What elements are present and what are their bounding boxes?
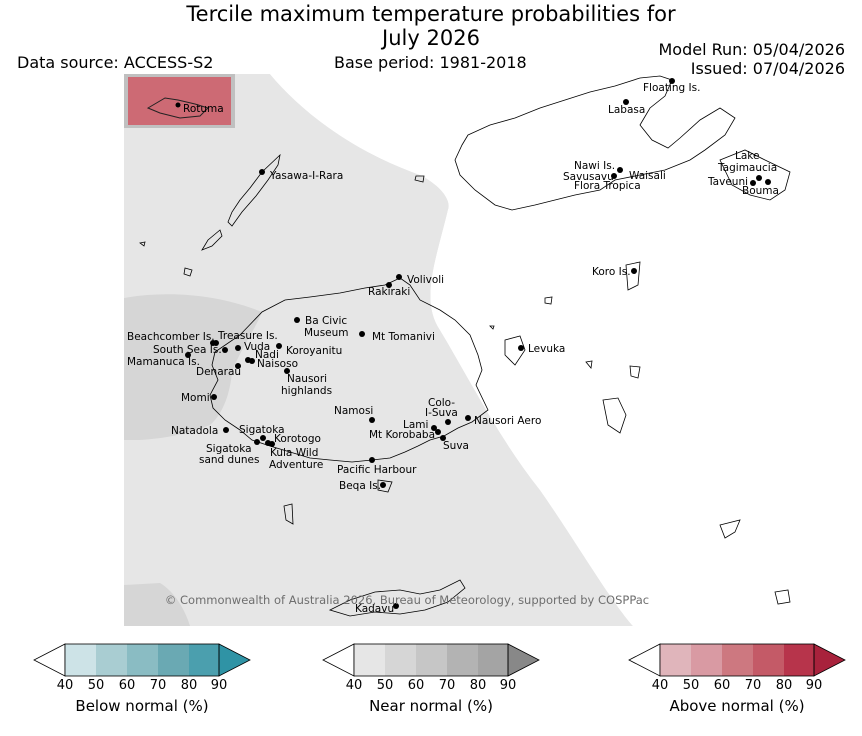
tick-label: 80 [181,678,198,693]
place-label: Sigatoka [239,424,285,436]
place-label: Momi [181,392,210,404]
tick-label: 60 [408,678,425,693]
place-labels: Floating Is. Labasa Yasawa-I-Rara Nawi I… [127,82,779,615]
place-label: Sigatoka [206,443,252,455]
colorbar-label: Near normal (%) [369,697,493,715]
issued-date: Issued: 07/04/2026 [690,59,845,78]
place-markers [185,78,771,609]
colorbar-label: Above normal (%) [669,697,804,715]
place-label: Vuda [244,341,270,353]
rotuma-inset: Rotuma [124,74,235,128]
place-label: Beachcomber Is. [127,331,215,343]
place-label: Bouma [742,185,779,197]
map-shading [124,74,633,626]
place-label: Mamanuca Is. [127,356,200,368]
place-label: Floating Is. [643,82,700,94]
tick-label: 70 [439,678,456,693]
colorbar-above: 40 50 60 70 80 90 Above normal (%) [628,643,846,715]
tick-label: 70 [745,678,762,693]
place-label: Nausori Aero [474,415,541,427]
tick-label: 50 [377,678,394,693]
place-label: Levuka [528,343,565,355]
place-label: Kula Wild [270,447,318,459]
place-label: Flora Tropica [574,180,641,192]
tick-label: 70 [150,678,167,693]
tick-label: 40 [652,678,669,693]
place-label: Tagimaucia [717,162,777,174]
place-label: Koro Is. [592,266,631,278]
colorbar-label: Below normal (%) [75,697,208,715]
place-label: Korotogo [274,433,321,445]
tick-label: 60 [714,678,731,693]
place-label: Ba Civic [305,315,347,327]
place-label: Lami [403,419,428,431]
place-label: Nausori [287,373,327,385]
place-label: Lake [735,150,759,162]
place-label: Mt Tomanivi [372,331,435,343]
place-label: Nadi [255,349,279,361]
place-label: Namosi [334,405,373,417]
place-label: Naisoso [257,358,298,370]
place-label: Colo- [428,397,455,409]
tick-label: 80 [776,678,793,693]
place-label: Yasawa-I-Rara [269,170,343,182]
tick-label: 40 [346,678,363,693]
place-label: Denarau [196,366,241,378]
place-label: Museum [304,327,349,339]
place-label: Treasure Is. [217,330,278,342]
tick-label: 50 [88,678,105,693]
copyright-notice: © Commonwealth of Australia 2026, Bureau… [165,593,649,607]
place-label: Beqa Is. [339,480,381,492]
place-label: Mt Korobaba [369,429,435,441]
place-label: Taveuni [707,176,748,188]
colorbar-below: 40 50 60 70 80 90 Below normal (%) [33,643,251,715]
model-run: Model Run: 05/04/2026 [658,40,846,59]
place-label: highlands [281,385,332,397]
place-label: Adventure [269,459,323,471]
title-line1: Tercile maximum temperature probabilitie… [186,2,676,26]
place-label: South Sea Is. [153,344,222,356]
tick-label: 80 [470,678,487,693]
base-period: Base period: 1981-2018 [334,53,527,72]
place-label: Koroyanitu [286,345,342,357]
run-info: Model Run: 05/04/2026 Issued: 07/04/2026 [659,40,846,78]
coastlines [139,75,791,617]
tick-label: 90 [211,678,228,693]
place-label: sand dunes [199,454,259,466]
place-label: Savusavu [563,171,614,183]
chart-title: Tercile maximum temperature probabilitie… [0,2,862,50]
place-label: Volivoli [407,274,444,286]
colorbar-near: 40 50 60 70 80 90 Near normal (%) [322,643,540,715]
tick-label: 90 [806,678,823,693]
place-label: Pacific Harbour [337,464,417,476]
tick-label: 40 [57,678,74,693]
place-label: I-Suva [425,407,458,419]
place-label: Labasa [608,104,645,116]
place-label: Natadola [171,425,218,437]
place-label: Suva [443,440,469,452]
place-label: Waisali [629,170,666,182]
place-label: Kadavu [355,603,394,615]
data-source: Data source: ACCESS-S2 [17,53,214,72]
inset-label: Rotuma [183,103,224,115]
place-label: Nawi Is. [574,160,615,172]
tick-label: 60 [119,678,136,693]
tick-label: 50 [683,678,700,693]
place-label: Rakiraki [368,286,410,298]
title-line2: July 2026 [382,26,480,50]
tick-label: 90 [500,678,517,693]
